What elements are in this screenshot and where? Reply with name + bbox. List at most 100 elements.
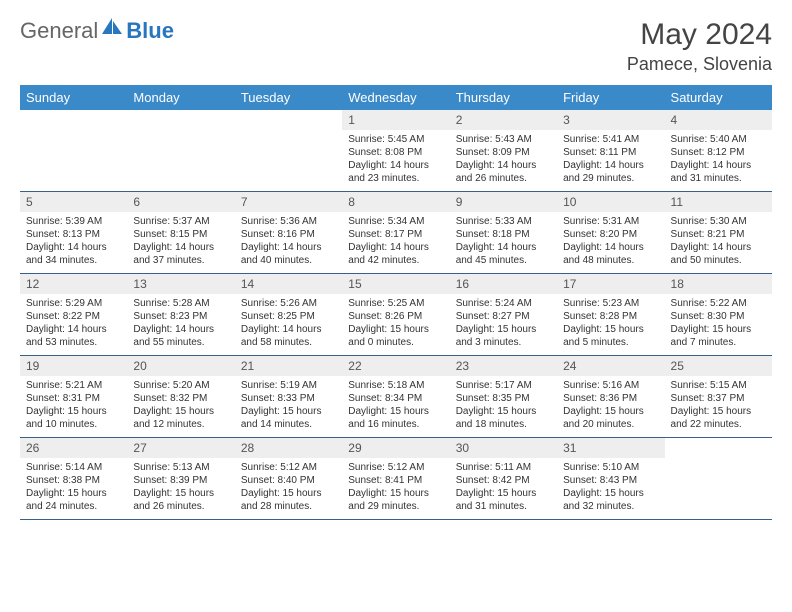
sunset-text: Sunset: 8:11 PM [563, 146, 658, 159]
day-body: Sunrise: 5:16 AMSunset: 8:36 PMDaylight:… [557, 376, 664, 437]
day-body: Sunrise: 5:40 AMSunset: 8:12 PMDaylight:… [665, 130, 772, 191]
day-number: 17 [557, 274, 664, 294]
day-number: 27 [127, 438, 234, 458]
calendar-row: 5Sunrise: 5:39 AMSunset: 8:13 PMDaylight… [20, 192, 772, 274]
sunrise-text: Sunrise: 5:40 AM [671, 133, 766, 146]
calendar-cell: 28Sunrise: 5:12 AMSunset: 8:40 PMDayligh… [235, 438, 342, 520]
month-title: May 2024 [627, 18, 772, 52]
daylight2-text: and 22 minutes. [671, 418, 766, 431]
sunset-text: Sunset: 8:33 PM [241, 392, 336, 405]
calendar-cell: 16Sunrise: 5:24 AMSunset: 8:27 PMDayligh… [450, 274, 557, 356]
day-body: Sunrise: 5:28 AMSunset: 8:23 PMDaylight:… [127, 294, 234, 355]
daylight2-text: and 12 minutes. [133, 418, 228, 431]
calendar-cell [127, 110, 234, 192]
calendar-cell: 1Sunrise: 5:45 AMSunset: 8:08 PMDaylight… [342, 110, 449, 192]
daylight1-text: Daylight: 14 hours [348, 241, 443, 254]
sunrise-text: Sunrise: 5:28 AM [133, 297, 228, 310]
weekday-header: Monday [127, 85, 234, 110]
calendar-cell: 8Sunrise: 5:34 AMSunset: 8:17 PMDaylight… [342, 192, 449, 274]
daylight2-text: and 26 minutes. [456, 172, 551, 185]
sunrise-text: Sunrise: 5:22 AM [671, 297, 766, 310]
daylight2-text: and 18 minutes. [456, 418, 551, 431]
day-number: 25 [665, 356, 772, 376]
day-number: 30 [450, 438, 557, 458]
calendar-cell: 15Sunrise: 5:25 AMSunset: 8:26 PMDayligh… [342, 274, 449, 356]
day-number: 20 [127, 356, 234, 376]
sunset-text: Sunset: 8:39 PM [133, 474, 228, 487]
daylight1-text: Daylight: 14 hours [241, 323, 336, 336]
calendar-cell: 22Sunrise: 5:18 AMSunset: 8:34 PMDayligh… [342, 356, 449, 438]
daylight1-text: Daylight: 15 hours [133, 487, 228, 500]
calendar-cell: 31Sunrise: 5:10 AMSunset: 8:43 PMDayligh… [557, 438, 664, 520]
daylight2-text: and 31 minutes. [456, 500, 551, 513]
sunset-text: Sunset: 8:34 PM [348, 392, 443, 405]
day-number: 31 [557, 438, 664, 458]
daylight1-text: Daylight: 15 hours [241, 487, 336, 500]
daylight2-text: and 45 minutes. [456, 254, 551, 267]
day-number: 29 [342, 438, 449, 458]
sunrise-text: Sunrise: 5:34 AM [348, 215, 443, 228]
day-body [665, 444, 772, 500]
day-number: 23 [450, 356, 557, 376]
day-number: 10 [557, 192, 664, 212]
daylight2-text: and 14 minutes. [241, 418, 336, 431]
daylight1-text: Daylight: 15 hours [456, 323, 551, 336]
daylight1-text: Daylight: 14 hours [241, 241, 336, 254]
day-body: Sunrise: 5:20 AMSunset: 8:32 PMDaylight:… [127, 376, 234, 437]
sunrise-text: Sunrise: 5:36 AM [241, 215, 336, 228]
day-body: Sunrise: 5:37 AMSunset: 8:15 PMDaylight:… [127, 212, 234, 273]
day-body: Sunrise: 5:45 AMSunset: 8:08 PMDaylight:… [342, 130, 449, 191]
sunset-text: Sunset: 8:09 PM [456, 146, 551, 159]
sunset-text: Sunset: 8:43 PM [563, 474, 658, 487]
sunset-text: Sunset: 8:40 PM [241, 474, 336, 487]
daylight1-text: Daylight: 14 hours [563, 241, 658, 254]
calendar-cell: 25Sunrise: 5:15 AMSunset: 8:37 PMDayligh… [665, 356, 772, 438]
day-number: 28 [235, 438, 342, 458]
day-body: Sunrise: 5:12 AMSunset: 8:40 PMDaylight:… [235, 458, 342, 519]
sunset-text: Sunset: 8:20 PM [563, 228, 658, 241]
day-body [127, 116, 234, 172]
daylight2-text: and 0 minutes. [348, 336, 443, 349]
sunset-text: Sunset: 8:31 PM [26, 392, 121, 405]
sunset-text: Sunset: 8:28 PM [563, 310, 658, 323]
day-number: 9 [450, 192, 557, 212]
daylight2-text: and 7 minutes. [671, 336, 766, 349]
sunrise-text: Sunrise: 5:45 AM [348, 133, 443, 146]
sunset-text: Sunset: 8:35 PM [456, 392, 551, 405]
sunset-text: Sunset: 8:13 PM [26, 228, 121, 241]
sunrise-text: Sunrise: 5:30 AM [671, 215, 766, 228]
calendar-cell: 3Sunrise: 5:41 AMSunset: 8:11 PMDaylight… [557, 110, 664, 192]
calendar-cell: 5Sunrise: 5:39 AMSunset: 8:13 PMDaylight… [20, 192, 127, 274]
daylight2-text: and 28 minutes. [241, 500, 336, 513]
day-body: Sunrise: 5:19 AMSunset: 8:33 PMDaylight:… [235, 376, 342, 437]
sunrise-text: Sunrise: 5:16 AM [563, 379, 658, 392]
day-body: Sunrise: 5:34 AMSunset: 8:17 PMDaylight:… [342, 212, 449, 273]
sunrise-text: Sunrise: 5:17 AM [456, 379, 551, 392]
weekday-header: Tuesday [235, 85, 342, 110]
location: Pamece, Slovenia [627, 54, 772, 75]
calendar-cell: 18Sunrise: 5:22 AMSunset: 8:30 PMDayligh… [665, 274, 772, 356]
day-number: 4 [665, 110, 772, 130]
calendar-cell: 21Sunrise: 5:19 AMSunset: 8:33 PMDayligh… [235, 356, 342, 438]
day-body: Sunrise: 5:29 AMSunset: 8:22 PMDaylight:… [20, 294, 127, 355]
sunrise-text: Sunrise: 5:23 AM [563, 297, 658, 310]
sunset-text: Sunset: 8:25 PM [241, 310, 336, 323]
sail-icon [102, 18, 124, 41]
daylight2-text: and 20 minutes. [563, 418, 658, 431]
daylight2-text: and 24 minutes. [26, 500, 121, 513]
calendar-row: 19Sunrise: 5:21 AMSunset: 8:31 PMDayligh… [20, 356, 772, 438]
calendar-cell: 14Sunrise: 5:26 AMSunset: 8:25 PMDayligh… [235, 274, 342, 356]
calendar-cell: 27Sunrise: 5:13 AMSunset: 8:39 PMDayligh… [127, 438, 234, 520]
calendar-cell: 30Sunrise: 5:11 AMSunset: 8:42 PMDayligh… [450, 438, 557, 520]
calendar-cell: 26Sunrise: 5:14 AMSunset: 8:38 PMDayligh… [20, 438, 127, 520]
day-number: 11 [665, 192, 772, 212]
daylight2-text: and 50 minutes. [671, 254, 766, 267]
day-number: 1 [342, 110, 449, 130]
day-number: 5 [20, 192, 127, 212]
day-body: Sunrise: 5:14 AMSunset: 8:38 PMDaylight:… [20, 458, 127, 519]
calendar-cell: 29Sunrise: 5:12 AMSunset: 8:41 PMDayligh… [342, 438, 449, 520]
day-body: Sunrise: 5:41 AMSunset: 8:11 PMDaylight:… [557, 130, 664, 191]
sunset-text: Sunset: 8:17 PM [348, 228, 443, 241]
daylight1-text: Daylight: 14 hours [456, 241, 551, 254]
day-number: 22 [342, 356, 449, 376]
